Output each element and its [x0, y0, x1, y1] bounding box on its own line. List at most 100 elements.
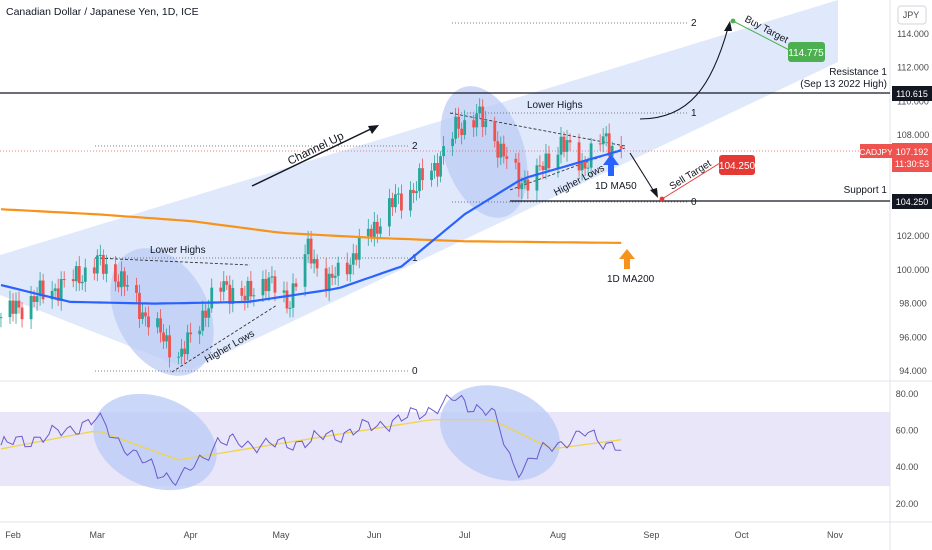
channel-up-arrow — [251, 126, 376, 187]
price-tick-label: 108.000 — [897, 130, 930, 140]
currency-label: JPY — [903, 10, 920, 20]
candle-body — [499, 143, 503, 158]
candle-body — [393, 194, 397, 208]
buy-target-arrow — [639, 27, 729, 120]
candle-body — [607, 133, 611, 157]
candle-body — [484, 120, 488, 128]
candle-body — [544, 153, 548, 171]
candle-body — [333, 275, 337, 278]
candle-body — [433, 162, 436, 171]
sell-target-badge — [719, 155, 755, 175]
candle-body — [273, 276, 277, 293]
candle-body — [50, 290, 54, 300]
candle-body — [32, 296, 36, 302]
last-price-text: 107.192 — [896, 147, 929, 157]
candle-body — [186, 332, 190, 355]
candle-body — [101, 254, 105, 274]
currency-box[interactable] — [897, 5, 927, 25]
candle-body — [327, 273, 331, 292]
time-tick-label: Oct — [735, 530, 750, 540]
candle-body — [577, 142, 581, 171]
candle-body — [315, 259, 319, 269]
time-axis[interactable]: Feb Mar Apr May Jun Jul Aug Sep Oct Nov — [5, 530, 843, 540]
candle-body — [56, 288, 60, 301]
candle-body — [604, 133, 608, 137]
candle-body — [535, 165, 539, 191]
candle-body — [123, 271, 126, 287]
candle-body — [180, 348, 184, 357]
candle-body — [126, 285, 129, 287]
candle-body — [568, 140, 572, 143]
candle-body — [38, 280, 42, 297]
candle-body — [517, 162, 521, 190]
candle-body — [478, 106, 482, 114]
rsi-axis: 80.00 60.00 40.00 20.00 — [896, 389, 919, 509]
candle-body — [210, 287, 214, 309]
candle-body — [294, 283, 298, 287]
candle-body — [29, 296, 33, 320]
fib-b-level-0: 0 — [691, 197, 697, 208]
candle-body — [147, 316, 150, 328]
ma50-line — [0, 149, 622, 305]
candle-body — [71, 279, 75, 282]
channel-up-arrowhead — [368, 125, 379, 134]
symbol-badge — [860, 144, 892, 158]
price-tick-label: 114.000 — [897, 29, 929, 39]
lower-highs-label-1: Lower Highs — [150, 245, 206, 256]
rsi-line — [0, 394, 622, 487]
candle-body — [141, 312, 144, 319]
candle-body — [240, 288, 244, 296]
sell-target-value: 104.250 — [719, 161, 756, 172]
fib-b-level-2: 2 — [691, 18, 697, 29]
higher-lows-line-1 — [171, 304, 278, 373]
candle-body — [372, 221, 376, 238]
candle-body — [460, 128, 464, 135]
candle-body — [183, 348, 187, 355]
resistance-subtitle: (Sep 13 2022 High) — [800, 79, 887, 90]
candles — [0, 98, 623, 368]
candle-body — [436, 162, 439, 177]
buy-target-value: 114.775 — [788, 48, 824, 59]
time-tick-label: Sep — [643, 530, 659, 540]
candle-body — [303, 254, 307, 287]
highlight-ellipse-jul — [440, 86, 528, 218]
candle-body — [113, 264, 117, 282]
candle-body — [378, 226, 382, 234]
sell-target-arrow — [629, 152, 656, 194]
last-price-badge — [892, 143, 932, 172]
candle-body — [397, 193, 400, 195]
candle-body — [439, 156, 442, 177]
candle-body — [523, 179, 527, 184]
candle-body — [144, 312, 147, 317]
candle-body — [309, 238, 313, 264]
chart-title: Canadian Dollar / Japanese Yen, 1D, ICE — [6, 6, 199, 18]
fib-b-level-1: 1 — [691, 108, 697, 119]
candle-body — [35, 296, 39, 302]
candle-body — [357, 236, 361, 260]
fib-a-level-0: 0 — [412, 366, 418, 377]
buy-target-arrowhead — [724, 21, 732, 31]
candle-body — [59, 278, 63, 301]
candle-body — [104, 264, 108, 274]
candle-body — [261, 278, 265, 296]
fib-a-level-2: 2 — [412, 141, 418, 152]
rsi-ellipse-mar — [93, 393, 217, 491]
candle-body — [95, 255, 99, 274]
candle-body — [418, 168, 421, 192]
ma50-arrow-shaft — [608, 164, 614, 176]
candle-body — [116, 281, 120, 288]
candle-body — [348, 264, 352, 275]
candle-body — [159, 318, 162, 333]
candle-body — [354, 253, 358, 260]
candle-body — [135, 285, 138, 293]
candle-body — [345, 262, 349, 275]
candle-body — [586, 167, 590, 169]
buy-target-line — [732, 20, 796, 54]
candle-body — [270, 276, 274, 278]
resistance-title: Resistance 1 — [829, 67, 887, 78]
candle-body — [312, 259, 316, 264]
rsi-ma-line — [0, 418, 622, 461]
candle-body — [0, 317, 3, 319]
time-tick-label: Nov — [827, 530, 844, 540]
